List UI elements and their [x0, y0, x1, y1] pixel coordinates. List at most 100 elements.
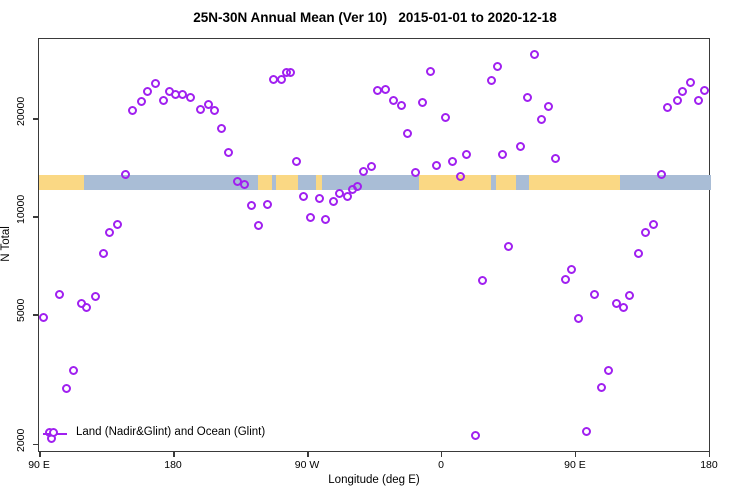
data-point [128, 105, 138, 115]
data-point [462, 149, 472, 159]
data-point [432, 160, 442, 170]
data-point [366, 161, 376, 171]
map-band-segment-land [495, 175, 516, 190]
data-point [426, 67, 436, 77]
data-point [567, 264, 577, 274]
data-point [381, 84, 391, 94]
data-point [657, 170, 667, 180]
data-point [286, 67, 296, 77]
map-band-segment-ocean [515, 175, 529, 190]
data-point [693, 96, 703, 106]
data-point [292, 156, 302, 166]
data-point [142, 86, 152, 96]
map-band-segment-ocean [322, 175, 419, 190]
data-point [224, 147, 234, 157]
x-axis-title: Longitude (deg E) [328, 474, 420, 486]
data-point [321, 214, 331, 224]
map-band-segment-ocean [298, 175, 317, 190]
data-point [298, 191, 308, 201]
data-point [113, 220, 123, 230]
map-band-segment-ocean [272, 175, 277, 190]
data-point [247, 201, 257, 211]
map-band-segment-land [316, 175, 323, 190]
data-point [523, 92, 533, 102]
data-point [342, 191, 352, 201]
data-point [504, 241, 514, 251]
data-point [486, 75, 496, 85]
data-point [240, 179, 250, 189]
data-point [98, 248, 108, 258]
map-band-segment-land [39, 175, 84, 190]
x-tick-mark [173, 452, 175, 457]
data-point [448, 156, 457, 166]
data-point [90, 292, 100, 302]
data-point [217, 124, 227, 134]
data-point [81, 303, 91, 313]
data-point [348, 185, 358, 195]
x-tick-mark [307, 452, 309, 457]
data-point [604, 365, 614, 375]
data-point [196, 105, 206, 115]
data-point [203, 99, 213, 109]
data-point [560, 274, 570, 284]
data-point [641, 227, 651, 237]
data-point [306, 213, 316, 223]
data-point [673, 96, 683, 106]
map-band-segment-ocean [83, 175, 259, 190]
data-point [551, 154, 561, 164]
data-point [492, 62, 502, 72]
y-tick-mark [33, 314, 38, 316]
data-point [573, 314, 583, 324]
x-tick-mark [440, 452, 443, 457]
data-point [418, 97, 428, 107]
x-tick-label: 180 [164, 459, 182, 471]
x-tick-mark [39, 452, 41, 457]
data-point [589, 290, 599, 300]
data-point [410, 167, 420, 177]
data-point [633, 248, 643, 258]
y-tick-label: 2000 [15, 428, 27, 452]
map-band-segment-land [258, 175, 273, 190]
chart-title: 25N-30N Annual Mean (Ver 10) 2015-01-01 … [193, 10, 557, 25]
data-point [471, 431, 481, 441]
data-point [498, 149, 508, 159]
data-point [544, 102, 554, 112]
y-tick-label: 10000 [15, 194, 27, 225]
map-band-segment-ocean [620, 175, 711, 190]
y-tick-label: 20000 [15, 96, 27, 126]
data-point [402, 128, 412, 138]
y-tick-label: 5000 [15, 298, 27, 323]
data-point [455, 171, 465, 181]
data-point [478, 275, 488, 285]
data-point [677, 86, 687, 96]
x-tick-label: 90 E [564, 459, 586, 471]
data-point [55, 290, 65, 300]
data-point [177, 90, 187, 100]
data-point [397, 100, 407, 110]
data-point [76, 298, 86, 308]
data-point [515, 141, 525, 151]
data-point [529, 50, 539, 60]
data-point [105, 228, 115, 238]
data-point [596, 382, 606, 392]
data-point [209, 106, 219, 116]
x-tick-label: 0 [438, 459, 444, 471]
map-band-segment-land [418, 175, 491, 190]
y-tick-mark [33, 118, 38, 120]
y-axis-title: N Total [0, 226, 12, 262]
map-band-segment-ocean [490, 175, 496, 190]
data-point [68, 365, 78, 375]
data-point [619, 303, 629, 313]
legend-circle-icon [49, 428, 58, 437]
data-point [373, 86, 383, 96]
map-band-segment-land [276, 175, 299, 190]
data-point [150, 79, 160, 89]
data-point [388, 96, 398, 106]
data-point [686, 77, 696, 87]
data-point [158, 96, 168, 106]
data-point [662, 103, 672, 113]
x-tick-mark [574, 452, 577, 457]
data-point [648, 219, 658, 229]
data-point [185, 92, 195, 102]
plot-area [38, 38, 711, 452]
